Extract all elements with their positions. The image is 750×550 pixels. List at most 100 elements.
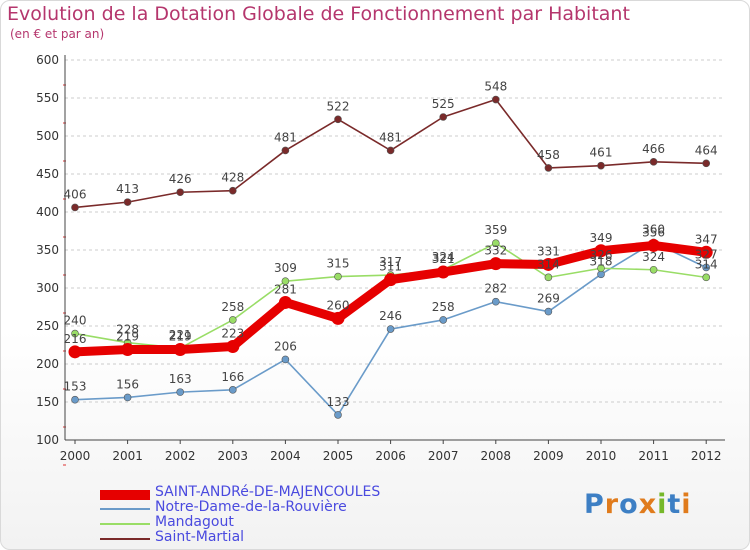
data-label: 347	[695, 232, 718, 246]
data-label: 221	[169, 328, 192, 342]
y-tick-label: 300	[36, 281, 59, 295]
y-tick-label: 150	[36, 395, 59, 409]
legend-label: Notre-Dame-de-la-Rouvière	[155, 499, 347, 515]
data-point	[491, 239, 500, 247]
data-label: 163	[169, 372, 192, 386]
data-label: 309	[274, 261, 297, 275]
data-label: 166	[221, 370, 244, 384]
data-label: 156	[116, 377, 139, 391]
data-point	[334, 411, 342, 419]
legend-label: Saint-Martial	[155, 529, 245, 545]
data-label: 359	[484, 223, 507, 237]
y-tick-label: 600	[36, 53, 59, 67]
data-point	[281, 355, 290, 364]
data-label: 522	[327, 99, 350, 113]
legend-label: Mandagout	[155, 514, 234, 530]
data-point	[71, 203, 79, 212]
data-label: 258	[432, 300, 455, 314]
x-tick-label: 2005	[323, 449, 354, 463]
data-label: 219	[116, 330, 139, 344]
legend-swatch	[100, 523, 150, 525]
legend-swatch	[100, 490, 150, 500]
data-label: 428	[221, 171, 244, 185]
y-tick-label: 550	[36, 91, 59, 105]
data-point	[281, 277, 290, 285]
data-label: 219	[169, 330, 192, 344]
data-point	[702, 263, 711, 272]
data-point	[647, 238, 661, 252]
data-label: 331	[537, 244, 560, 258]
data-label: 260	[327, 298, 350, 312]
data-label: 153	[64, 380, 87, 394]
data-label: 326	[590, 248, 613, 262]
data-label: 246	[379, 309, 402, 323]
x-tick-label: 2009	[533, 449, 564, 463]
data-point	[226, 340, 240, 354]
y-tick-label: 250	[36, 319, 59, 333]
data-point	[176, 188, 184, 197]
data-point	[489, 257, 503, 271]
x-tick-label: 2003	[218, 449, 249, 463]
data-point	[491, 297, 500, 306]
data-point	[439, 316, 448, 324]
data-label: 206	[274, 339, 297, 353]
y-tick-label: 400	[36, 205, 59, 219]
data-point	[702, 273, 711, 282]
data-point	[541, 257, 555, 271]
data-point	[436, 265, 450, 279]
data-label: 464	[695, 143, 718, 157]
data-point	[334, 272, 342, 281]
data-point	[71, 395, 79, 404]
data-label: 324	[432, 250, 455, 264]
data-label: 216	[64, 332, 87, 346]
data-point	[597, 264, 605, 273]
data-label: 321	[432, 252, 455, 266]
x-tick-label: 2008	[481, 449, 512, 463]
data-point	[594, 244, 608, 258]
data-label: 332	[484, 244, 507, 258]
data-point	[121, 343, 135, 357]
data-label: 240	[64, 314, 87, 328]
data-label: 413	[116, 182, 139, 196]
legend-swatch	[100, 508, 150, 510]
data-label: 481	[274, 130, 297, 144]
x-tick-label: 2010	[586, 449, 617, 463]
data-label: 314	[695, 257, 718, 271]
data-point	[71, 329, 79, 338]
y-tick-label: 100	[36, 433, 59, 447]
data-label: 461	[590, 146, 613, 160]
data-point	[176, 388, 184, 396]
x-tick-label: 2002	[165, 449, 196, 463]
data-label: 223	[221, 327, 244, 341]
data-point	[281, 146, 290, 155]
data-label: 317	[379, 255, 402, 269]
legend-label: SAINT-ANDRé-DE-MAJENCOULES	[155, 484, 381, 500]
data-label: 406	[64, 187, 87, 201]
data-label: 360	[642, 222, 665, 236]
data-label: 525	[432, 97, 455, 111]
data-point	[278, 295, 292, 309]
data-point	[491, 95, 500, 104]
data-point	[439, 113, 448, 121]
data-label: 426	[169, 172, 192, 186]
data-label: 314	[537, 257, 560, 271]
data-label: 282	[484, 282, 507, 296]
legend-swatch	[100, 538, 150, 540]
y-tick-label: 450	[36, 167, 59, 181]
data-label: 228	[116, 323, 139, 337]
data-point	[123, 198, 132, 206]
chart-title: Evolution de la Dotation Globale de Fonc…	[7, 3, 630, 25]
data-point	[544, 273, 553, 282]
data-label: 481	[379, 130, 402, 144]
data-point	[597, 161, 605, 170]
data-point	[702, 159, 711, 168]
x-tick-label: 2007	[428, 449, 459, 463]
data-point	[123, 393, 132, 402]
x-tick-label: 2006	[375, 449, 406, 463]
data-point	[334, 115, 342, 124]
data-label: 133	[327, 395, 350, 409]
data-label: 548	[484, 80, 507, 94]
data-point	[544, 164, 553, 172]
data-label: 258	[221, 300, 244, 314]
